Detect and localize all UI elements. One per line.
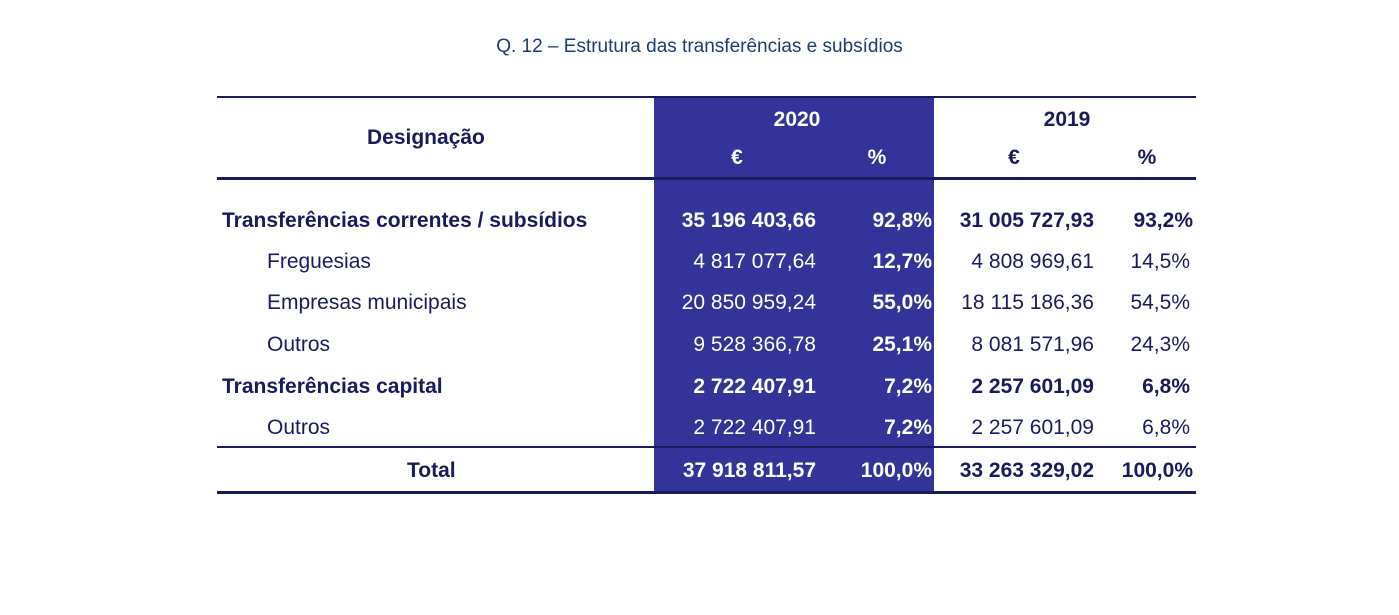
header-year-2019: 2019 [1043, 108, 1091, 131]
row-pct-2019: 14,5% [1130, 250, 1190, 273]
row-pct-2020: 55,0% [872, 291, 932, 314]
top-rule [217, 96, 1196, 98]
row-eur-2020: 20 850 959,24 [681, 291, 816, 314]
header-eur-2020: € [731, 146, 743, 169]
row-label: Transferências correntes / subsídios [222, 209, 588, 232]
header-year-2020: 2020 [773, 108, 821, 131]
row-eur-2020: 35 196 403,66 [681, 209, 816, 232]
row-label: Outros [267, 333, 331, 356]
row-pct-2019: 24,3% [1130, 333, 1190, 356]
total-rule [217, 446, 1196, 448]
total-pct-2019: 100,0% [1121, 459, 1193, 482]
row-eur-2019: 8 081 571,96 [971, 333, 1094, 356]
column-2020-highlight [654, 96, 934, 493]
row-pct-2020: 7,2% [884, 375, 932, 398]
row-label: Transferências capital [222, 375, 443, 398]
row-eur-2019: 4 808 969,61 [971, 250, 1094, 273]
row-pct-2020: 7,2% [884, 416, 932, 439]
total-label: Total [407, 459, 456, 482]
row-eur-2019: 2 257 601,09 [971, 375, 1094, 398]
row-eur-2020: 9 528 366,78 [693, 333, 816, 356]
table-title: Q. 12 – Estrutura das transferências e s… [496, 36, 903, 57]
bottom-rule [217, 491, 1196, 494]
row-pct-2020: 12,7% [872, 250, 932, 273]
row-eur-2020: 2 722 407,91 [693, 375, 816, 398]
transfers-table: Designação 2020 € % 2019 € % Transferênc… [217, 96, 1196, 495]
header-designacao: Designação [367, 126, 485, 149]
row-pct-2020: 25,1% [872, 333, 932, 356]
row-label: Freguesias [267, 250, 371, 273]
row-eur-2019: 18 115 186,36 [961, 291, 1094, 314]
row-label: Outros [267, 416, 331, 439]
total-pct-2020: 100,0% [860, 459, 932, 482]
row-pct-2019: 93,2% [1133, 209, 1193, 232]
total-eur-2019: 33 263 329,02 [959, 459, 1094, 482]
row-eur-2019: 2 257 601,09 [971, 416, 1094, 439]
row-eur-2020: 4 817 077,64 [693, 250, 816, 273]
row-label: Empresas municipais [267, 291, 467, 314]
header-rule [217, 177, 1196, 180]
total-eur-2020: 37 918 811,57 [682, 459, 816, 482]
row-eur-2019: 31 005 727,93 [959, 209, 1094, 232]
row-eur-2020: 2 722 407,91 [693, 416, 816, 439]
header-eur-2019: € [1008, 146, 1020, 169]
header-pct-2020: % [867, 146, 887, 169]
row-pct-2019: 6,8% [1142, 375, 1190, 398]
row-pct-2019: 54,5% [1130, 291, 1190, 314]
header-pct-2019: % [1137, 146, 1157, 169]
row-pct-2020: 92,8% [872, 209, 932, 232]
row-pct-2019: 6,8% [1142, 416, 1190, 439]
